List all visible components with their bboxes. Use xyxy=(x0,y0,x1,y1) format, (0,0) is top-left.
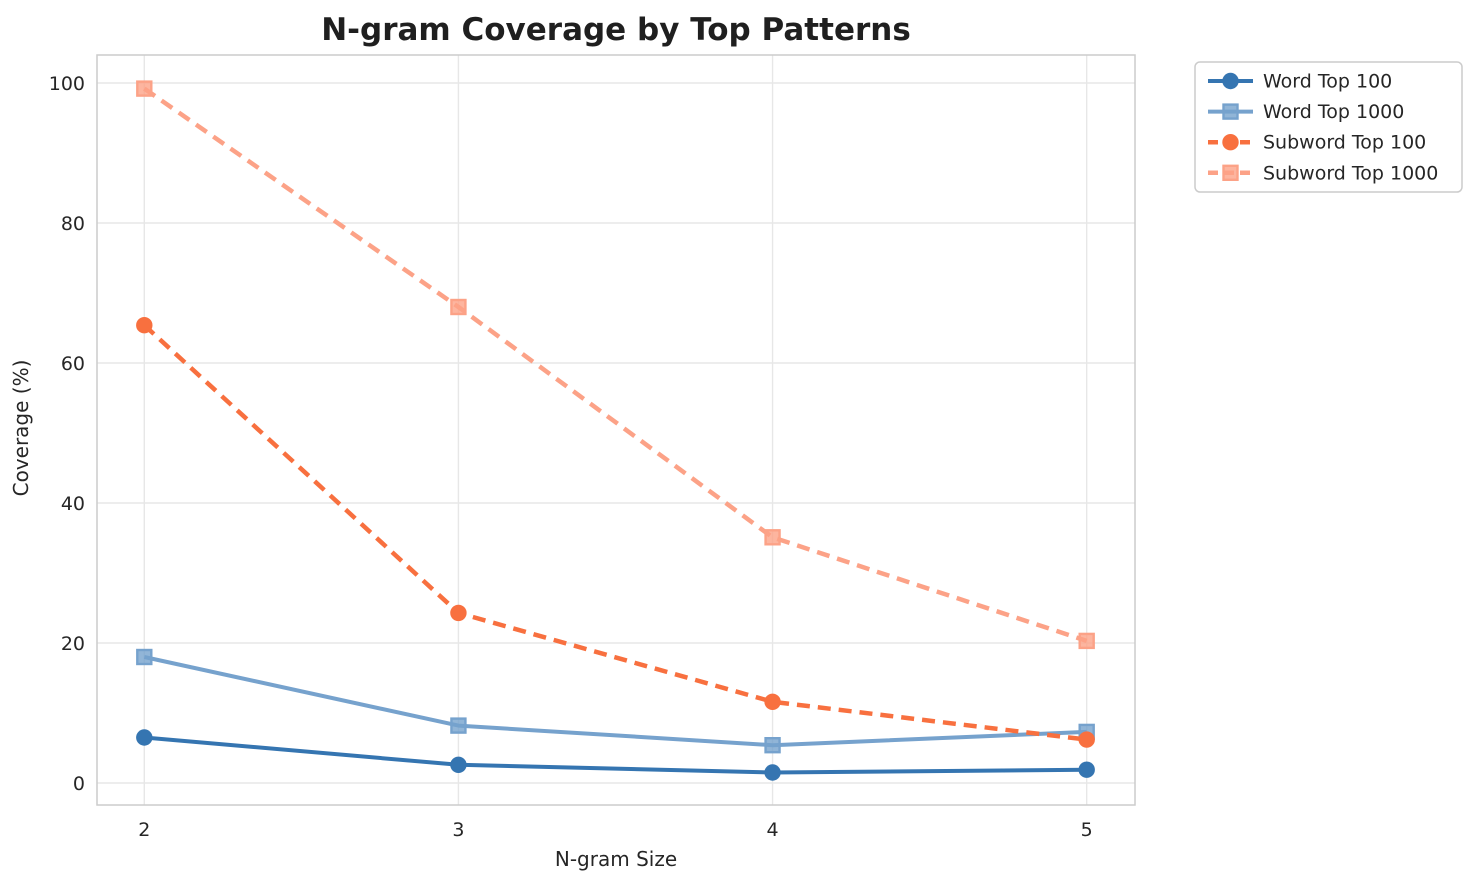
series-word-top-100 xyxy=(136,729,1095,781)
data-point-marker xyxy=(136,317,153,334)
legend-label: Word Top 100 xyxy=(1263,71,1392,93)
y-tick-label: 40 xyxy=(61,493,85,515)
legend-box xyxy=(1194,61,1463,193)
series-line xyxy=(142,323,1087,742)
data-point-marker xyxy=(1078,632,1095,650)
legend: Word Top 100 Word Top 1000 Subword Top 100… xyxy=(1194,61,1463,193)
legend-label: Word Top 1000 xyxy=(1263,101,1404,123)
data-point-marker xyxy=(764,693,781,710)
grid-layer xyxy=(97,55,1135,805)
x-tick-label: 4 xyxy=(767,819,779,841)
y-tick-label: 20 xyxy=(61,633,85,655)
data-point-marker xyxy=(136,648,153,666)
series-line xyxy=(144,735,1087,775)
data-point-marker xyxy=(764,737,781,754)
x-tick-label: 2 xyxy=(138,819,150,841)
series-subword-top-100 xyxy=(136,317,1095,748)
data-point-marker xyxy=(450,298,467,316)
x-tick-label: 3 xyxy=(452,819,464,841)
tick-layer: 0 20 40 60 80 100 2 3 4 5 xyxy=(49,73,1093,841)
series-layer xyxy=(136,80,1095,781)
y-tick-label: 60 xyxy=(61,353,85,375)
series-subword-top-1000 xyxy=(136,80,1095,650)
legend-label: Subword Top 1000 xyxy=(1263,162,1438,184)
legend-marker-square xyxy=(1222,103,1239,120)
axes-spines xyxy=(96,54,1136,806)
data-point-marker xyxy=(764,764,781,781)
legend-marker-circle xyxy=(1222,72,1239,90)
data-point-marker xyxy=(764,529,781,546)
legend-label: Subword Top 100 xyxy=(1263,132,1426,154)
data-point-marker xyxy=(450,604,467,622)
data-point-marker xyxy=(450,717,467,734)
data-point-marker xyxy=(1078,731,1095,748)
y-axis-label: Coverage (%) xyxy=(9,360,33,497)
legend-marker-square xyxy=(1222,164,1239,182)
x-tick-label: 5 xyxy=(1081,819,1093,841)
data-point-marker xyxy=(450,756,467,773)
series-line xyxy=(143,86,1088,644)
series-word-top-1000 xyxy=(136,648,1095,754)
plot-border xyxy=(96,54,1136,806)
data-point-marker xyxy=(136,729,153,746)
data-point-marker xyxy=(1078,761,1095,778)
y-tick-label: 80 xyxy=(61,213,85,235)
y-tick-label: 0 xyxy=(73,773,85,795)
x-axis-label: N-gram Size xyxy=(555,847,677,871)
y-tick-label: 100 xyxy=(49,73,85,95)
legend-marker-circle xyxy=(1222,134,1239,151)
chart-title: N-gram Coverage by Top Patterns xyxy=(321,12,911,48)
data-point-marker xyxy=(136,80,153,97)
series-line xyxy=(143,655,1087,748)
